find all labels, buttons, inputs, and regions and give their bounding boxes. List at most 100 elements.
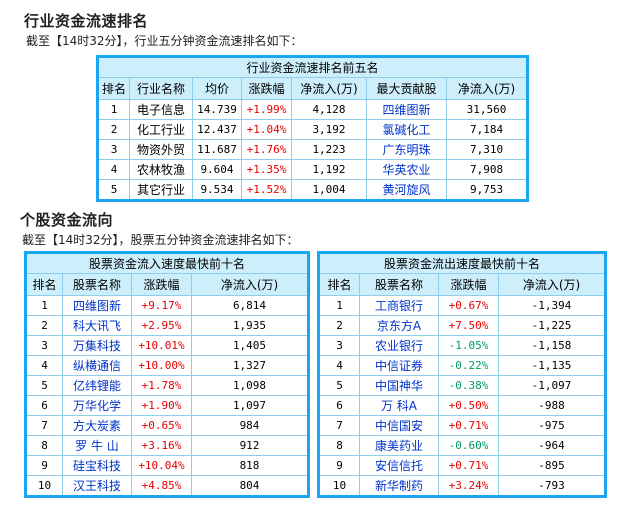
stock-name-cell: 万集科技 <box>62 335 132 356</box>
net-inflow-cell: 984 <box>190 415 310 436</box>
top-stock-link[interactable]: 四维图新 <box>382 103 431 117</box>
col-header-net-inflow: 净流入(万) <box>190 273 310 296</box>
stock-name-link[interactable]: 科大讯飞 <box>72 319 121 333</box>
col-header-avg-price: 均价 <box>192 77 242 100</box>
rank-cell: 4 <box>318 355 360 376</box>
table-row: 2 化工行业 12.437 +1.04% 3,192 氯碱化工 7,184 <box>97 119 529 140</box>
avg-price-cell: 9.604 <box>192 159 242 180</box>
change-cell: -1.05% <box>438 335 499 356</box>
top-stock-cell: 广东明珠 <box>366 139 447 160</box>
table-row: 9 硅宝科技 +10.04% 818 <box>25 455 310 476</box>
rank-cell: 3 <box>25 335 63 356</box>
net-inflow-cell: 1,098 <box>190 375 310 396</box>
stock-name-link[interactable]: 新华制药 <box>374 479 423 493</box>
rank-cell: 5 <box>318 375 360 396</box>
stock-name-link[interactable]: 汉王科技 <box>72 479 121 493</box>
stock-name-link[interactable]: 万集科技 <box>72 339 121 353</box>
top-stock-link[interactable]: 黄河旋风 <box>382 183 431 197</box>
rank-cell: 10 <box>318 475 360 497</box>
top-stock-link[interactable]: 广东明珠 <box>382 143 431 157</box>
stock-name-link[interactable]: 硅宝科技 <box>72 459 121 473</box>
stock-name-link[interactable]: 万 科A <box>380 399 418 413</box>
stock-name-cell: 安信信托 <box>359 455 439 476</box>
change-cell: +0.71% <box>438 415 499 436</box>
table-row: 3 万集科技 +10.01% 1,405 <box>25 335 310 356</box>
stock-name-link[interactable]: 安信信托 <box>374 459 423 473</box>
stock-name-cell: 硅宝科技 <box>62 455 132 476</box>
table-row: 5 亿纬锂能 +1.78% 1,098 <box>25 375 310 396</box>
stock-outflow-table: 股票资金流出速度最快前十名 排名 股票名称 涨跌幅 净流入(万) 1 工商银行 +0… <box>317 251 608 498</box>
stock-name-link[interactable]: 京东方A <box>376 319 422 333</box>
change-cell: -0.38% <box>438 375 499 396</box>
change-cell: +1.99% <box>241 99 292 120</box>
industry-name-cell: 化工行业 <box>129 119 193 140</box>
net-inflow-cell: -895 <box>497 455 607 476</box>
net-inflow-cell: 1,097 <box>190 395 310 416</box>
net-inflow-cell: -975 <box>497 415 607 436</box>
net-inflow-cell: 818 <box>190 455 310 476</box>
col-header-rank: 排名 <box>318 273 360 296</box>
industry-ranking-table: 行业资金流速排名前五名 排名 行业名称 均价 涨跌幅 净流入(万) 最大贡献股 … <box>96 55 530 202</box>
industry-section-title: 行业资金流速排名 <box>24 12 149 30</box>
table-row: 7 中信国安 +0.71% -975 <box>318 415 607 436</box>
stock-name-link[interactable]: 中信证券 <box>374 359 423 373</box>
stock-name-link[interactable]: 农业银行 <box>374 339 423 353</box>
industry-name-cell: 电子信息 <box>129 99 193 120</box>
top-stock-cell: 氯碱化工 <box>366 119 447 140</box>
table-row: 5 其它行业 9.534 +1.52% 1,004 黄河旋风 9,753 <box>97 179 529 201</box>
stock-name-link[interactable]: 罗 牛 山 <box>75 439 119 453</box>
change-cell: +1.78% <box>131 375 192 396</box>
net-inflow-cell: -1,097 <box>497 375 607 396</box>
avg-price-cell: 12.437 <box>192 119 242 140</box>
industry-section-subtitle: 截至【14时32分】，行业五分钟资金流速排名如下： <box>26 34 303 48</box>
industry-name-cell: 其它行业 <box>129 179 193 201</box>
net-inflow-cell: 804 <box>190 475 310 497</box>
table-row: 2 科大讯飞 +2.95% 1,935 <box>25 315 310 336</box>
net-inflow-cell: 912 <box>190 435 310 456</box>
stock-name-link[interactable]: 方大炭素 <box>72 419 121 433</box>
rank-cell: 8 <box>318 435 360 456</box>
net-inflow-cell: -1,135 <box>497 355 607 376</box>
stock-name-cell: 京东方A <box>359 315 439 336</box>
industry-table-caption: 行业资金流速排名前五名 <box>96 56 529 78</box>
stock-name-link[interactable]: 亿纬锂能 <box>72 379 121 393</box>
rank-cell: 3 <box>318 335 360 356</box>
rank-cell: 7 <box>318 415 360 436</box>
top-inflow-cell: 9,753 <box>445 179 529 201</box>
table-row: 5 中国神华 -0.38% -1,097 <box>318 375 607 396</box>
stock-name-cell: 四维图新 <box>62 295 132 316</box>
top-stock-cell: 黄河旋风 <box>366 179 447 201</box>
net-inflow-cell: -1,225 <box>497 315 607 336</box>
stock-name-link[interactable]: 万华化学 <box>72 399 121 413</box>
rank-cell: 2 <box>25 315 63 336</box>
change-cell: +7.50% <box>438 315 499 336</box>
stock-name-link[interactable]: 中国神华 <box>374 379 423 393</box>
stock-name-link[interactable]: 康美药业 <box>374 439 423 453</box>
stock-name-link[interactable]: 工商银行 <box>374 299 423 313</box>
top-inflow-cell: 31,560 <box>445 99 529 120</box>
top-inflow-cell: 7,908 <box>445 159 529 180</box>
change-cell: +0.50% <box>438 395 499 416</box>
rank-cell: 1 <box>97 99 130 120</box>
top-stock-link[interactable]: 华英农业 <box>382 163 431 177</box>
stock-name-link[interactable]: 四维图新 <box>72 299 121 313</box>
stock-name-cell: 亿纬锂能 <box>62 375 132 396</box>
col-header-top-stock: 最大贡献股 <box>366 77 447 100</box>
col-header-top-inflow: 净流入(万) <box>445 77 529 100</box>
top-stock-link[interactable]: 氯碱化工 <box>382 123 431 137</box>
table-row: 1 电子信息 14.739 +1.99% 4,128 四维图新 31,560 <box>97 99 529 120</box>
net-inflow-cell: 1,192 <box>291 159 367 180</box>
stock-name-cell: 农业银行 <box>359 335 439 356</box>
stock-name-link[interactable]: 中信国安 <box>374 419 423 433</box>
stock-name-cell: 方大炭素 <box>62 415 132 436</box>
col-header-industry-name: 行业名称 <box>129 77 193 100</box>
inflow-table-caption: 股票资金流入速度最快前十名 <box>24 252 310 274</box>
rank-cell: 6 <box>25 395 63 416</box>
rank-cell: 9 <box>25 455 63 476</box>
stock-inflow-table: 股票资金流入速度最快前十名 排名 股票名称 涨跌幅 净流入(万) 1 四维图新 +9… <box>24 251 311 498</box>
stock-name-link[interactable]: 纵横通信 <box>72 359 121 373</box>
top-stock-cell: 华英农业 <box>366 159 447 180</box>
net-inflow-cell: -793 <box>497 475 607 497</box>
change-cell: +4.85% <box>131 475 192 497</box>
rank-cell: 3 <box>97 139 130 160</box>
